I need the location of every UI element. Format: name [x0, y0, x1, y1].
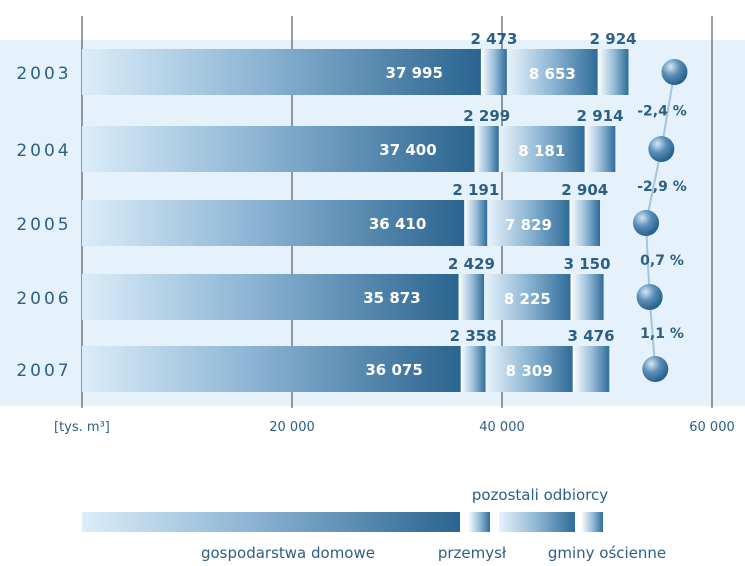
- legend-label-gospodarstwa-domowe: gospodarstwa domowe: [201, 544, 375, 562]
- legend-swatch-gospodarstwa-domowe: [82, 512, 460, 532]
- bar-pozostali-odbiorcy: [597, 49, 629, 95]
- trend-marker: [648, 136, 675, 162]
- bar-gospodarstwa-domowe: [82, 126, 475, 172]
- value-label-pozostali: 2 914: [577, 107, 624, 125]
- value-label-przemysl: 2 473: [470, 30, 517, 48]
- value-label-przemysl: 2 429: [448, 255, 495, 273]
- bar-przemysl: [460, 346, 486, 392]
- value-label-pozostali: 2 924: [590, 30, 637, 48]
- change-label: 1,1 %: [640, 326, 684, 342]
- value-label-przemysl: 2 299: [463, 107, 510, 125]
- bar-przemysl: [458, 274, 485, 320]
- trend-marker: [661, 59, 688, 85]
- x-tick-label: 20 000: [269, 420, 315, 435]
- change-label: -2,9 %: [637, 179, 687, 195]
- change-label: 0,7 %: [640, 253, 684, 269]
- bar-przemysl: [464, 200, 488, 246]
- value-label-gminy: 8 309: [506, 362, 553, 380]
- x-axis-unit-label: [tys. m³]: [54, 420, 110, 435]
- value-label-gospodarstwa: 35 873: [363, 289, 420, 307]
- legend-label-gminy-oscienne: gminy ościenne: [548, 544, 666, 562]
- value-label-pozostali: 2 904: [561, 181, 608, 199]
- value-label-gminy: 8 653: [529, 65, 576, 83]
- value-label-pozostali: 3 150: [564, 255, 611, 273]
- year-label: 2006: [16, 289, 71, 309]
- year-label: 2004: [16, 141, 71, 161]
- year-label: 2007: [16, 361, 71, 381]
- year-label: 2005: [16, 215, 71, 235]
- trend-marker: [633, 210, 660, 236]
- bar-gminy-oscienne: [498, 126, 585, 172]
- bar-pozostali-odbiorcy: [572, 346, 610, 392]
- legend-swatch-przemysl: [468, 512, 490, 532]
- year-label: 2003: [16, 64, 71, 84]
- bar-gospodarstwa-domowe: [82, 346, 461, 392]
- value-label-przemysl: 2 191: [452, 181, 499, 199]
- legend-swatch-pozostali-odbiorcy: [581, 512, 603, 532]
- value-label-przemysl: 2 358: [450, 327, 497, 345]
- value-label-gminy: 7 829: [505, 216, 552, 234]
- bar-gminy-oscienne: [485, 346, 573, 392]
- bar-gospodarstwa-domowe: [82, 49, 481, 95]
- value-label-gminy: 8 225: [504, 290, 551, 308]
- change-label: -2,4 %: [637, 104, 687, 120]
- bar-gminy-oscienne: [484, 274, 571, 320]
- trend-marker: [642, 356, 669, 382]
- value-label-gospodarstwa: 36 410: [369, 215, 426, 233]
- value-label-gospodarstwa: 37 400: [379, 141, 436, 159]
- trend-marker: [636, 284, 663, 310]
- value-label-pozostali: 3 476: [568, 327, 615, 345]
- bar-pozostali-odbiorcy: [584, 126, 616, 172]
- bar-przemysl: [474, 126, 499, 172]
- legend-label-pozostali-odbiorcy: pozostali odbiorcy: [472, 486, 608, 504]
- value-label-gospodarstwa: 36 075: [365, 361, 422, 379]
- x-tick-label: 40 000: [479, 420, 525, 435]
- bar-pozostali-odbiorcy: [570, 274, 604, 320]
- legend-swatch-gminy-oscienne: [499, 512, 575, 532]
- bar-gminy-oscienne: [487, 200, 570, 246]
- value-label-gospodarstwa: 37 995: [386, 64, 443, 82]
- x-tick-label: 60 000: [689, 420, 735, 435]
- bar-przemysl: [480, 49, 507, 95]
- bar-gminy-oscienne: [506, 49, 598, 95]
- bar-pozostali-odbiorcy: [569, 200, 601, 246]
- value-label-gminy: 8 181: [518, 142, 565, 160]
- legend-label-przemysl: przemysł: [438, 544, 507, 562]
- bar-gospodarstwa-domowe: [82, 274, 459, 320]
- bar-gospodarstwa-domowe: [82, 200, 465, 246]
